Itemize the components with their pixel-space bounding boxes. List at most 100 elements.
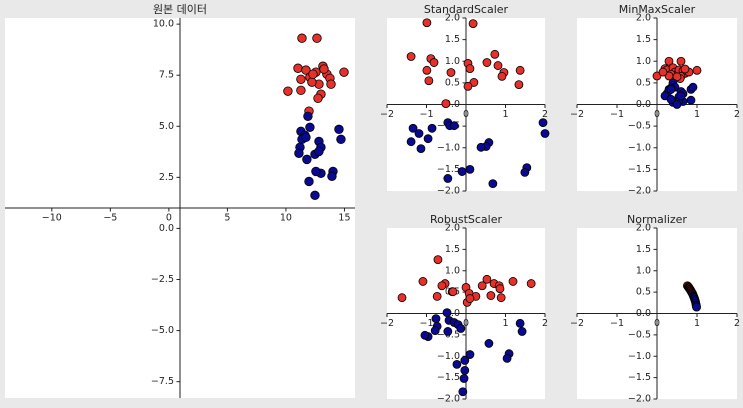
point	[441, 99, 451, 109]
point	[477, 281, 487, 291]
point	[311, 166, 321, 177]
point	[301, 65, 311, 75]
point	[463, 81, 473, 91]
point	[465, 294, 475, 303]
chart-title: StandardScaler	[424, 3, 509, 16]
point	[430, 326, 440, 336]
point	[427, 123, 437, 133]
y-tick-label: −1.5	[437, 372, 460, 383]
point	[672, 100, 682, 109]
point	[459, 374, 469, 383]
point	[408, 123, 418, 133]
y-tick-label: 0.0	[159, 223, 174, 234]
point	[514, 80, 524, 90]
point	[666, 94, 676, 104]
y-tick-label: −2.0	[437, 394, 460, 405]
point	[334, 124, 344, 135]
point	[448, 287, 458, 297]
point	[429, 58, 439, 67]
point	[458, 387, 468, 397]
point	[442, 308, 452, 318]
y-tick-label: −1.0	[628, 351, 651, 362]
y-tick-label: −2.0	[437, 186, 460, 197]
point	[468, 19, 478, 29]
y-tick-label: 0.5	[636, 287, 651, 298]
point	[508, 277, 518, 286]
y-tick-label: 1.0	[636, 56, 651, 67]
point	[296, 74, 306, 84]
point	[493, 61, 503, 70]
point	[495, 284, 505, 294]
point	[310, 190, 320, 201]
point	[283, 86, 293, 96]
x-tick-label: 2	[542, 109, 548, 120]
y-tick-label: 1.0	[636, 265, 651, 276]
point	[431, 314, 441, 324]
point	[452, 359, 462, 369]
point	[490, 49, 500, 59]
point	[676, 56, 686, 66]
point	[314, 146, 324, 157]
point	[676, 91, 686, 101]
point	[664, 56, 674, 66]
point	[486, 291, 496, 300]
x-tick-label: 1	[694, 109, 700, 120]
point	[297, 33, 307, 43]
x-tick-label: −2	[570, 318, 584, 329]
y-tick-label: 1.5	[445, 34, 460, 45]
point	[443, 174, 453, 183]
y-tick-label: 0.5	[636, 77, 651, 88]
y-tick-label: −0.5	[628, 121, 651, 132]
x-tick-label: −2	[380, 318, 394, 329]
x-tick-label: 5	[224, 213, 230, 224]
y-tick-label: 1.0	[445, 265, 460, 276]
point	[484, 339, 494, 348]
point	[672, 72, 682, 82]
x-tick-label: −1	[419, 318, 433, 329]
y-tick-label: 2.0	[445, 13, 460, 24]
y-tick-label: 1.0	[445, 56, 460, 67]
y-tick-label: −2.5	[151, 274, 174, 285]
chart-title: RobustScaler	[430, 213, 502, 226]
point	[302, 154, 312, 165]
x-tick-label: 0	[463, 109, 469, 120]
y-tick-label: 0.0	[445, 99, 460, 110]
point	[517, 327, 527, 336]
point	[301, 132, 311, 143]
point	[432, 291, 442, 301]
y-tick-label: −0.5	[628, 329, 651, 340]
point	[449, 121, 459, 131]
point	[416, 144, 426, 154]
point	[414, 129, 424, 138]
y-tick-label: 0.0	[445, 308, 460, 319]
point	[336, 134, 346, 145]
point	[422, 18, 432, 28]
x-tick-label: 1	[502, 318, 508, 329]
point	[686, 95, 696, 105]
point	[465, 164, 475, 174]
y-tick-label: −1.0	[628, 142, 651, 153]
y-tick-label: −1.5	[437, 164, 460, 175]
point	[327, 171, 337, 182]
point	[692, 302, 701, 312]
chart-title: Normalizer	[627, 213, 687, 226]
point	[456, 324, 466, 333]
point	[313, 93, 323, 103]
x-tick-label: 0	[654, 318, 660, 329]
point	[446, 68, 456, 77]
point	[303, 111, 313, 121]
point	[326, 79, 336, 89]
y-tick-label: −7.5	[151, 376, 174, 387]
point	[433, 255, 443, 265]
y-tick-label: 1.5	[636, 244, 651, 255]
point	[460, 356, 470, 365]
point	[418, 277, 428, 286]
point	[293, 63, 303, 73]
point	[423, 134, 433, 144]
point	[319, 64, 329, 74]
point	[443, 327, 453, 336]
x-tick-label: 2	[542, 318, 548, 329]
point	[496, 293, 506, 303]
x-tick-label: 0	[166, 213, 172, 224]
y-tick-label: 0.5	[445, 77, 460, 88]
